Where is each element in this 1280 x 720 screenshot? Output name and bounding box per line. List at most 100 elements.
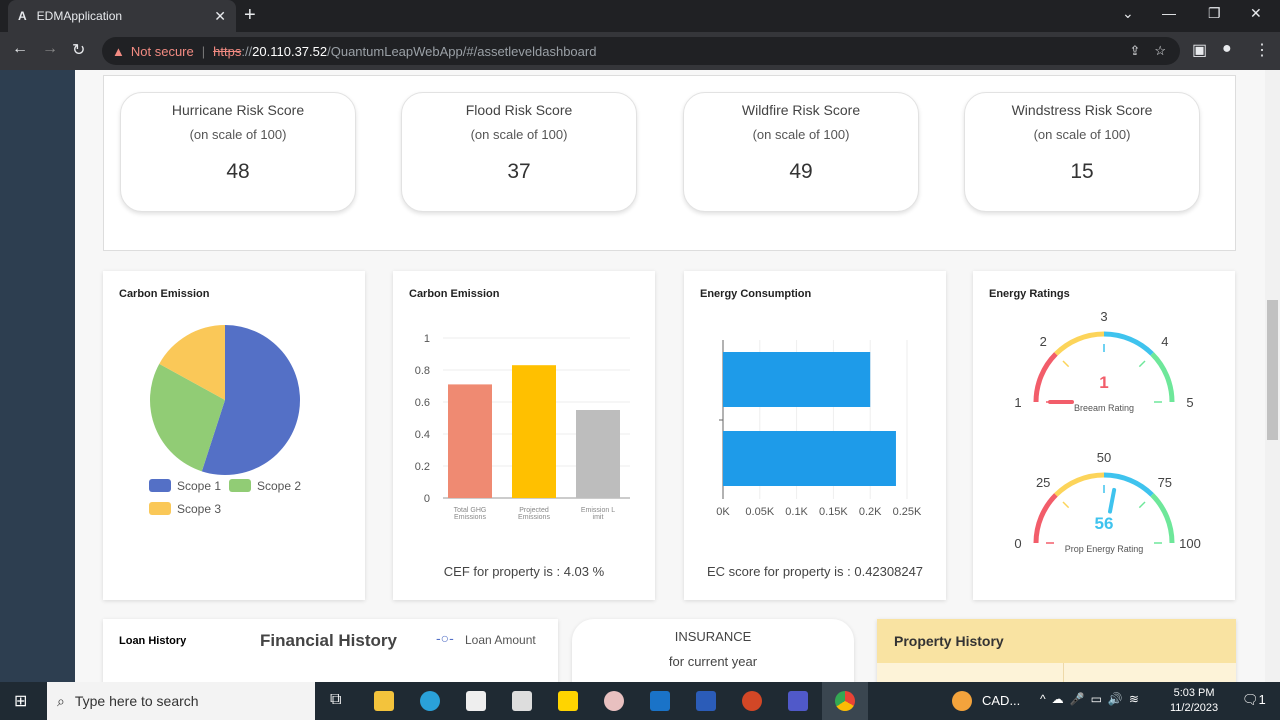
- windows-start-icon[interactable]: ⊞: [14, 693, 28, 710]
- maximize-button[interactable]: ❐: [1208, 5, 1221, 21]
- card-title: Energy Ratings: [989, 288, 1070, 300]
- legend-label: Scope 3: [177, 502, 221, 516]
- loan-history-card: Loan History Financial History -○- Loan …: [103, 619, 558, 682]
- scrollbar[interactable]: [1265, 70, 1280, 682]
- x-tick-label: Emissions: [454, 514, 486, 521]
- file-explorer-icon[interactable]: [374, 691, 394, 711]
- gauge-tick-label: 2: [1040, 334, 1047, 349]
- address-toolbar: ← → ↻ ▲ Not secure | https://20.110.37.52/…: [0, 32, 1280, 70]
- app-icon[interactable]: [604, 691, 624, 711]
- clock[interactable]: 5:03 PM 11/2/2023: [1170, 686, 1218, 716]
- legend-label: Scope 1: [177, 479, 221, 493]
- legend-loan-amount[interactable]: Loan Amount: [465, 633, 536, 647]
- carbon-emission-pie-card: Carbon Emission Scope 1 Scope 2 Scope 3: [103, 271, 365, 600]
- minimize-button[interactable]: —: [1162, 5, 1176, 21]
- x-tick-label: Total GHG: [454, 507, 487, 514]
- gauge-tick: [1062, 501, 1070, 509]
- x-tick-label: 0.05K: [745, 506, 774, 518]
- side-panel-icon[interactable]: ▣: [1192, 42, 1208, 59]
- x-tick-label: Emissions: [518, 514, 550, 521]
- not-secure-label[interactable]: Not secure: [130, 43, 194, 59]
- app-logo-icon: A: [18, 9, 27, 23]
- tab-title: EDMApplication: [36, 9, 123, 23]
- browser-tab[interactable]: A EDMApplication ✕: [8, 0, 236, 32]
- y-tick-label: 0.6: [415, 397, 430, 409]
- y-tick-label: 1: [424, 333, 430, 345]
- tray-app-label[interactable]: CAD...: [982, 693, 1021, 708]
- risk-subtitle: (on scale of 100): [189, 127, 287, 142]
- chrome-taskbar-button[interactable]: [822, 682, 868, 720]
- loan-history-title: Loan History: [119, 635, 187, 647]
- scrollbar-thumb[interactable]: [1267, 300, 1278, 440]
- gauge-arc-segment: [1150, 352, 1175, 403]
- word-icon[interactable]: [696, 691, 716, 711]
- card-title: Carbon Emission: [409, 288, 500, 300]
- risk-title: Windstress Risk Score: [1011, 102, 1153, 118]
- gauge-tick-label: 75: [1158, 475, 1172, 490]
- system-tray-icons[interactable]: ^☁🎤▭🔊≋: [1040, 692, 1145, 706]
- reload-icon[interactable]: ↻: [72, 42, 86, 59]
- legend-swatch: [149, 479, 171, 492]
- flood-risk-card: Flood Risk Score (on scale of 100) 37: [401, 92, 637, 212]
- new-tab-button[interactable]: +: [244, 4, 256, 26]
- y-tick-label: 0.2: [415, 461, 430, 473]
- carbon-emission-bar-card: Carbon Emission 0 0.2 0.4 0.6 0.8 1 Total GHG E…: [393, 271, 655, 600]
- forward-icon[interactable]: →: [42, 40, 58, 57]
- close-tab-icon[interactable]: ✕: [214, 7, 226, 24]
- mail-icon[interactable]: [512, 691, 532, 711]
- url-bar[interactable]: ▲ Not secure | https://20.110.37.52/Quantu…: [102, 37, 1180, 65]
- store-icon[interactable]: [466, 691, 486, 711]
- search-placeholder: Type here to search: [74, 693, 199, 709]
- risk-subtitle: (on scale of 100): [752, 127, 850, 142]
- card-title: Energy Consumption: [700, 288, 812, 300]
- x-tick-label: 0.25K: [893, 506, 922, 518]
- gauge-tick: [1138, 501, 1146, 509]
- share-icon[interactable]: ⇪: [1129, 43, 1141, 58]
- legend-label: Scope 2: [257, 479, 301, 493]
- legend-swatch: [229, 479, 251, 492]
- gauge-label: Prop Energy Rating: [1065, 544, 1144, 554]
- gauge-tick: [1138, 360, 1146, 368]
- dashboard: Hurricane Risk Score (on scale of 100) 48 …: [75, 70, 1265, 682]
- pie-slice-1: [201, 325, 300, 475]
- x-tick-label: Projected: [519, 507, 549, 514]
- url-path: /QuantumLeapWebApp/#/assetleveldashboard: [327, 43, 597, 59]
- legend-swatch: [149, 502, 171, 515]
- powerpoint-icon[interactable]: [742, 691, 762, 711]
- bookmark-star-icon[interactable]: ☆: [1154, 43, 1166, 58]
- notifications-icon[interactable]: 🗨1: [1242, 692, 1266, 707]
- menu-icon[interactable]: ⋮: [1254, 42, 1270, 59]
- card-title: Carbon Emission: [119, 288, 210, 300]
- task-view-icon[interactable]: ⧉: [330, 691, 342, 708]
- tab-search-icon[interactable]: ⌄: [1122, 5, 1134, 21]
- tray-app-icon[interactable]: [952, 691, 972, 711]
- property-history-title: Property History: [877, 619, 1236, 663]
- risk-value: 48: [226, 160, 250, 183]
- edge-icon[interactable]: [420, 691, 440, 711]
- energy-consumption-card: Energy Consumption 0K 0.05K 0.1K 0.15K 0.2K 0…: [684, 271, 946, 600]
- teams-icon[interactable]: [788, 691, 808, 711]
- gauge-tick-label: 50: [1097, 450, 1111, 465]
- risk-title: Flood Risk Score: [465, 102, 573, 118]
- outlook-icon[interactable]: [650, 691, 670, 711]
- bar: [723, 352, 871, 407]
- time: 5:03 PM: [1173, 687, 1215, 699]
- property-history-card: Property History: [877, 619, 1236, 682]
- bar: [723, 431, 896, 486]
- profile-icon[interactable]: ●: [1222, 40, 1232, 57]
- bar: [448, 384, 492, 498]
- pie-slice-3: [159, 325, 225, 400]
- close-window-button[interactable]: ✕: [1250, 5, 1262, 21]
- wildfire-risk-card: Wildfire Risk Score (on scale of 100) 49: [683, 92, 919, 212]
- gauge-arc-segment: [1033, 352, 1058, 403]
- gauge-tick: [1062, 360, 1070, 368]
- gauge-needle: [1107, 487, 1117, 514]
- back-icon[interactable]: ←: [12, 40, 28, 57]
- taskbar-search[interactable]: ⌕ Type here to search: [47, 682, 315, 720]
- x-tick-label: 0.1K: [785, 506, 808, 518]
- sticky-notes-icon[interactable]: [558, 691, 578, 711]
- pie-chart: Scope 1 Scope 2 Scope 3: [149, 325, 301, 516]
- risk-value: 49: [789, 160, 813, 183]
- gauge-charts: 1 2 3 4 5 1 Breeam Rating 0 25 50 75 100 56 Prop Ener…: [1014, 309, 1200, 554]
